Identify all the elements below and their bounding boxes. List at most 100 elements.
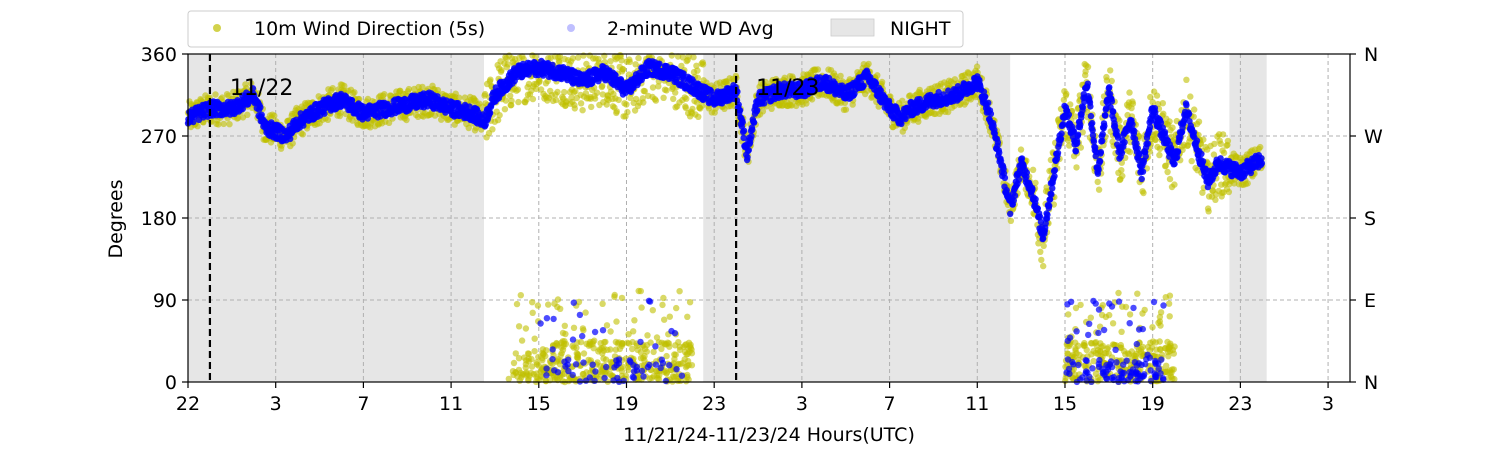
point-wind-5s (641, 88, 648, 95)
point-wind-5s (560, 340, 568, 348)
point-wind-5s (531, 335, 538, 342)
point-wind-5s (1166, 118, 1173, 125)
point-wind-5s (465, 124, 472, 132)
point-wind-5s (899, 97, 906, 105)
point-wind-5s (558, 349, 565, 357)
point-wind-5s (607, 328, 614, 335)
point-wind-5s (1157, 346, 1164, 353)
point-wind-5s (1119, 172, 1126, 180)
point-wind-5s (637, 287, 644, 295)
point-wind-5s (660, 294, 667, 302)
point-wind-5s (659, 301, 666, 309)
point-wind-5s (596, 368, 604, 376)
point-wind-5s (510, 359, 518, 367)
point-wind-5s (594, 359, 601, 366)
point-wind-5s (658, 345, 665, 353)
point-wind-5s (1164, 168, 1171, 176)
point-wind-5s (570, 324, 578, 331)
point-wind-5s (1066, 342, 1073, 349)
point-wind-5s (1156, 338, 1163, 345)
point-wind-5s (533, 359, 540, 366)
point-wind-5s (1126, 89, 1133, 96)
point-wind-5s (599, 300, 606, 307)
point-wind-5s (638, 304, 645, 311)
point-wd-avg (1007, 210, 1014, 217)
point-wd-avg (982, 93, 989, 100)
point-wind-5s (573, 344, 580, 351)
point-wind-5s (1038, 256, 1045, 264)
point-wind-5s (660, 94, 667, 102)
point-wind-5s (533, 373, 540, 380)
point-wd-avg (287, 135, 294, 142)
point-wind-5s (580, 350, 588, 357)
point-wd-avg (1048, 191, 1055, 198)
point-wind-5s (1159, 100, 1167, 107)
point-wd-avg (748, 132, 755, 140)
point-wind-5s (1116, 117, 1123, 124)
point-wind-5s (1073, 350, 1080, 357)
point-wind-5s (694, 74, 701, 82)
point-wind-5s (1122, 351, 1129, 358)
point-wind-5s (619, 339, 626, 347)
point-wind-5s (554, 88, 561, 96)
point-wind-5s (194, 123, 201, 130)
point-wind-5s (529, 95, 537, 103)
point-wind-5s (635, 376, 643, 383)
point-wind-5s (1200, 136, 1207, 143)
point-wind-5s (1128, 348, 1136, 355)
point-wind-5s (554, 342, 561, 349)
point-wind-5s (671, 351, 678, 358)
point-wind-5s (1126, 311, 1134, 318)
point-wind-5s (1165, 300, 1173, 307)
point-wind-5s (1040, 262, 1047, 270)
point-wind-5s (533, 85, 540, 93)
point-wind-5s (1118, 328, 1125, 335)
point-wd-avg (985, 99, 992, 107)
point-wind-5s (556, 53, 564, 60)
point-wd-avg (1051, 172, 1058, 180)
point-wind-5s (865, 60, 872, 68)
point-wind-5s (615, 96, 622, 104)
point-wind-5s (515, 355, 523, 362)
point-wd-avg (745, 146, 752, 154)
point-wind-5s (523, 96, 530, 103)
point-wd-avg (1032, 195, 1039, 203)
point-wind-5s (1029, 166, 1037, 173)
point-wind-5s (498, 67, 505, 74)
point-wind-5s (580, 52, 587, 59)
point-wind-5s (655, 376, 663, 383)
point-wind-5s (271, 112, 278, 120)
point-wd-avg (486, 109, 494, 117)
point-wd-avg (749, 126, 756, 133)
point-wind-5s (649, 84, 657, 91)
point-wd-avg (1051, 167, 1059, 174)
point-wind-5s (1166, 175, 1174, 183)
point-wd-avg (750, 119, 758, 126)
point-wd-avg (1097, 149, 1105, 156)
point-wind-5s (624, 108, 631, 116)
point-wind-5s (489, 126, 496, 133)
point-wd-avg (1096, 158, 1104, 165)
point-wind-5s (668, 52, 675, 59)
point-wind-5s (1155, 319, 1162, 326)
point-wind-5s (686, 299, 694, 306)
point-wind-5s (512, 350, 519, 357)
point-wind-5s (587, 369, 594, 376)
point-wind-5s (1126, 148, 1134, 156)
point-wind-5s (324, 116, 332, 124)
point-wind-5s (523, 370, 530, 377)
point-wind-5s (644, 332, 651, 339)
point-wind-5s (575, 54, 582, 61)
point-wind-5s (582, 309, 589, 316)
point-wind-5s (515, 98, 522, 106)
point-wind-5s (1152, 136, 1159, 144)
point-wind-5s (494, 116, 502, 124)
point-wind-5s (579, 107, 586, 114)
point-wind-5s (517, 292, 524, 299)
point-wind-5s (653, 334, 661, 341)
point-wind-5s (1117, 341, 1125, 349)
point-wind-5s (618, 294, 626, 302)
point-wind-5s (694, 67, 701, 74)
point-wind-5s (673, 304, 680, 312)
